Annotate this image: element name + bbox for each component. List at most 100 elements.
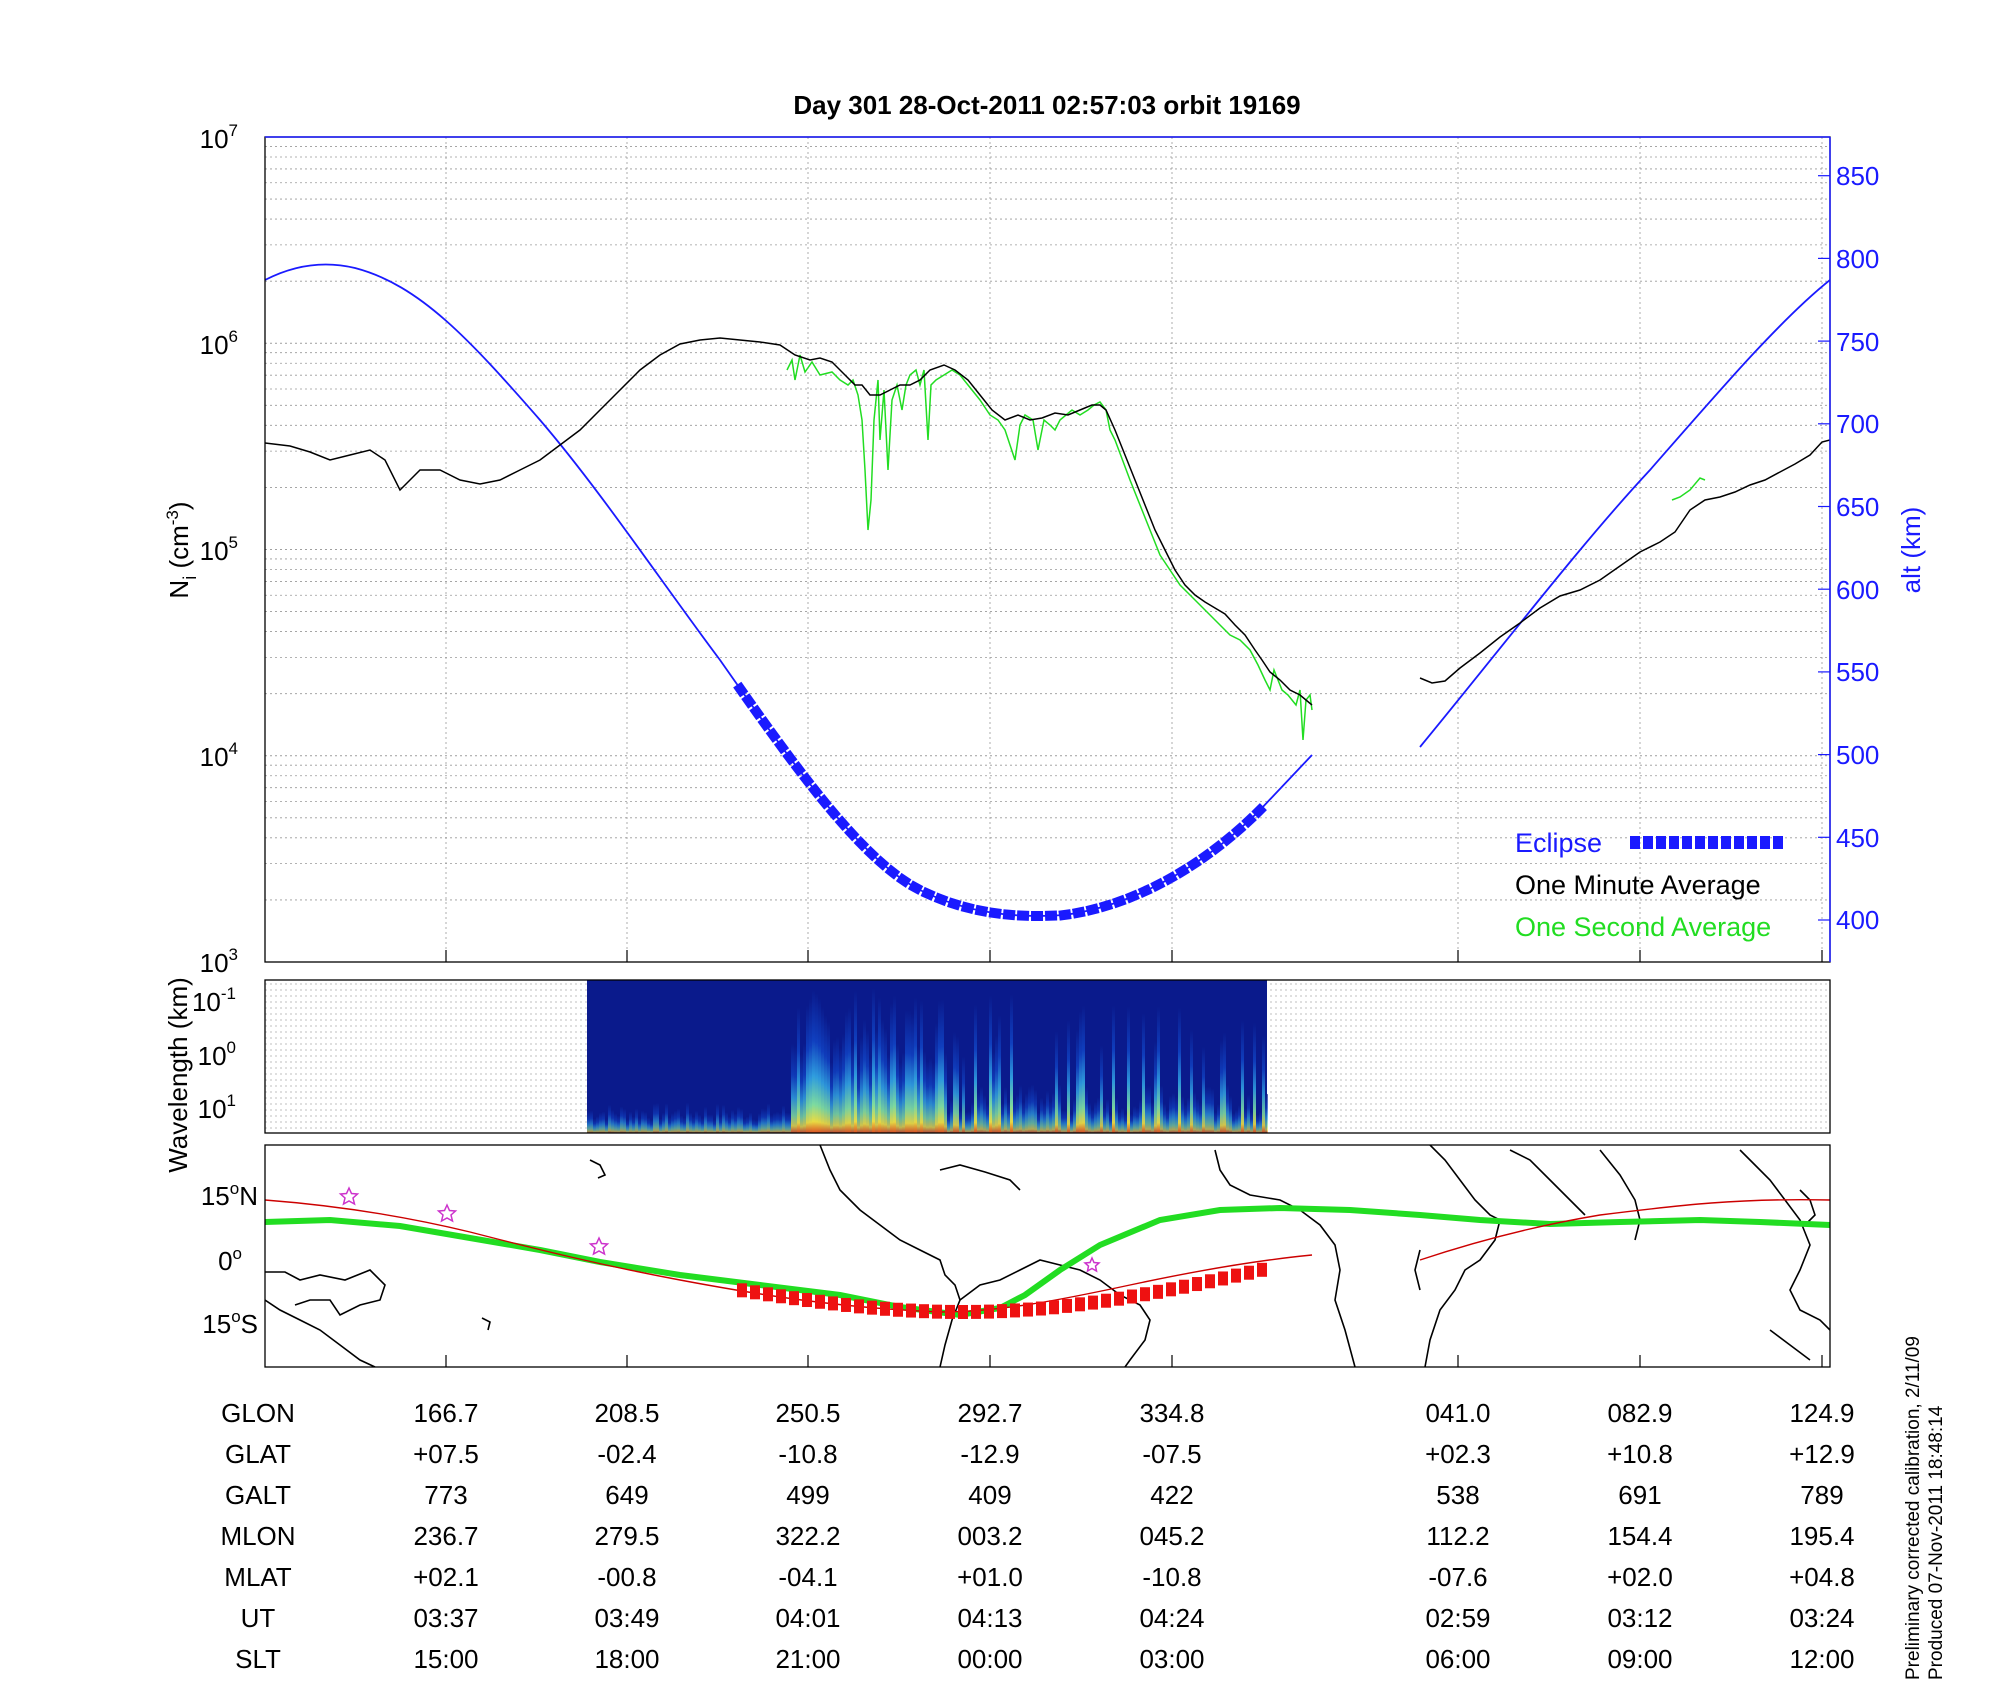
table-cell: 250.5 <box>775 1398 840 1428</box>
spectrogram-stripe <box>1007 1101 1010 1133</box>
coastlines <box>265 1145 1830 1367</box>
spectrogram-stripe <box>1196 1098 1199 1133</box>
legend-eclipse-marker <box>1669 836 1679 849</box>
eclipse-marker <box>807 783 824 799</box>
coastline-southeast-asia <box>1739 1149 1830 1331</box>
eclipse-marker <box>1186 856 1202 872</box>
eclipse-marker <box>895 872 912 888</box>
eclipse-ground-marker <box>906 1303 916 1318</box>
eclipse-ground-marker <box>1218 1271 1228 1286</box>
spectrogram-stripe <box>1028 1086 1031 1133</box>
spectrogram-stripe <box>962 1056 965 1133</box>
eclipse-marker <box>1230 822 1247 838</box>
spectrogram-gridlines <box>265 983 1830 1129</box>
table-cell: 789 <box>1800 1480 1843 1510</box>
spectrogram-stripe <box>1265 1094 1268 1133</box>
spectrogram-image <box>587 980 1268 1133</box>
spectrogram-stripe <box>629 1111 632 1133</box>
table-cell: 21:00 <box>775 1644 840 1674</box>
spectrogram-stripe <box>875 1029 878 1133</box>
spectrogram-stripe <box>917 1046 920 1133</box>
spectrogram-stripe <box>863 1019 866 1133</box>
spectrogram-stripe <box>707 1114 710 1133</box>
spectrogram-stripe <box>899 1062 902 1133</box>
alt-tick-label-550: 550 <box>1836 657 1879 687</box>
spectrogram-stripe <box>1145 1085 1148 1133</box>
eclipse-ground-marker <box>1179 1279 1189 1294</box>
spectrogram-stripe <box>992 1051 995 1133</box>
spectrogram-stripe <box>1229 1095 1232 1133</box>
spectrogram-stripe <box>782 1105 785 1133</box>
spectrogram-stripe <box>704 1106 707 1133</box>
table-cell: 03:12 <box>1607 1603 1672 1633</box>
spectrogram-stripe <box>947 1113 950 1133</box>
spectrogram-stripe <box>623 1108 626 1133</box>
spectrogram-stripe <box>1031 1084 1034 1133</box>
spectrogram-stripe <box>1079 1011 1082 1133</box>
spectrogram-stripe <box>857 1063 860 1133</box>
spectrogram-stripe <box>848 1007 851 1133</box>
spectrogram-stripe <box>821 1006 824 1133</box>
eclipse-ground-marker <box>932 1304 942 1319</box>
table-cell: +02.1 <box>413 1562 479 1592</box>
table-cell: 00:00 <box>957 1644 1022 1674</box>
table-cell: 499 <box>786 1480 829 1510</box>
spectrogram-stripe <box>656 1102 659 1133</box>
table-cell: 422 <box>1150 1480 1193 1510</box>
spectrogram-stripe <box>722 1104 725 1133</box>
eclipse-ground-marker <box>1101 1293 1111 1308</box>
legend-eclipse-marker <box>1682 836 1692 849</box>
spectrogram-frame <box>264 979 1831 1134</box>
orbit-ground-track-segment-1 <box>265 1199 1313 1313</box>
legend-label-one-minute-average: One Minute Average <box>1515 870 1761 900</box>
table-cell: 041.0 <box>1425 1398 1490 1428</box>
spectrogram-stripe <box>1247 1094 1250 1133</box>
one-second-average-curve-segment-2 <box>1671 477 1706 501</box>
spectrogram-stripe <box>740 1108 743 1133</box>
legend-label-eclipse: Eclipse <box>1515 828 1602 858</box>
eclipse-marker <box>920 886 936 901</box>
eclipse-marker <box>1197 848 1214 864</box>
eclipse-ground-marker <box>958 1304 968 1319</box>
legend-swatch-eclipse <box>1630 836 1783 849</box>
eclipse-marker <box>843 825 860 842</box>
table-cell: 12:00 <box>1789 1644 1854 1674</box>
spectrogram-stripe <box>1118 1111 1121 1133</box>
legend-eclipse-marker <box>1721 836 1731 849</box>
eclipse-marker <box>1162 871 1178 886</box>
altitude-curve-segment-2 <box>1419 279 1830 748</box>
spectrogram-stripe <box>1103 1106 1106 1133</box>
coastline-east-africa <box>1424 1145 1501 1367</box>
spectrogram-stripe <box>1070 1113 1073 1133</box>
spectrogram-stripe <box>929 1057 932 1133</box>
y-tick-label-1e6: 106 <box>200 327 238 360</box>
spectrogram-stripe <box>1130 1113 1133 1133</box>
density-y-tick-labels: 103 104 105 106 107 <box>200 121 238 978</box>
legend: Eclipse One Minute Average One Second Av… <box>1515 828 1783 942</box>
spectrogram-stripe <box>1106 1099 1109 1133</box>
station-star-icon <box>1083 1256 1101 1273</box>
table-row-label-ut: UT <box>241 1603 276 1633</box>
table-cell: 691 <box>1618 1480 1661 1510</box>
eclipse-marker <box>1031 910 1044 921</box>
eclipse-marker <box>1098 899 1114 913</box>
density-gridlines <box>265 136 1830 963</box>
spectrogram-stripe <box>851 1043 854 1133</box>
orbit-ground-track-segment-2 <box>1419 1198 1830 1261</box>
spectrogram-stripe <box>977 1092 980 1133</box>
spectrogram-stripe <box>812 990 815 1133</box>
eclipse-marker <box>757 715 773 732</box>
spectrogram-stripe <box>866 1030 869 1133</box>
eclipse-ground-marker <box>880 1301 890 1316</box>
eclipse-marker <box>873 855 890 871</box>
eclipse-ground-marker <box>919 1304 929 1319</box>
spectrogram-stripe <box>887 1054 890 1133</box>
spectrogram-stripe <box>881 1019 884 1133</box>
coastline-indonesia <box>1769 1329 1811 1361</box>
spectrogram-stripe <box>908 1010 911 1133</box>
spectrogram-stripe <box>716 1103 719 1133</box>
spectrogram-stripe <box>923 1051 926 1133</box>
spectrogram-stripe <box>653 1103 656 1133</box>
spectrogram-stripe <box>1250 1111 1253 1133</box>
